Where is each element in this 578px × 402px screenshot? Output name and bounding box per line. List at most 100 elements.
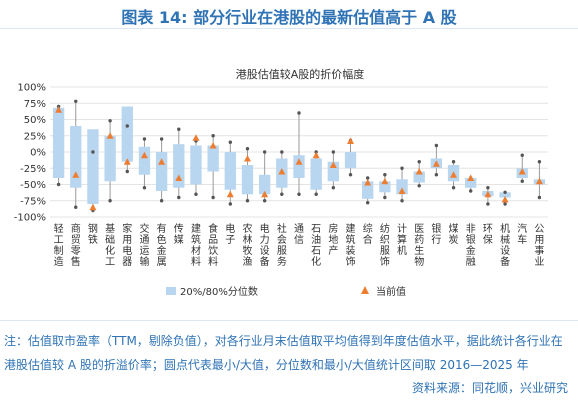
y-tick-label: -50%	[20, 180, 46, 191]
box-20-80	[413, 171, 425, 183]
y-tick-label: -25%	[20, 164, 46, 175]
max-dot	[159, 137, 164, 141]
max-dot	[417, 160, 421, 164]
box-20-80	[344, 152, 357, 169]
y-tick-label: -100%	[14, 213, 46, 224]
min-dot	[400, 199, 404, 203]
max-dot	[297, 111, 301, 115]
min-dot	[314, 192, 318, 196]
current-value-marker	[261, 190, 269, 198]
min-dot	[159, 199, 164, 203]
min-dot	[297, 192, 301, 196]
current-value-marker	[192, 134, 200, 141]
current-value-marker	[398, 187, 406, 194]
current-value-marker	[432, 160, 440, 167]
current-value-marker	[89, 203, 97, 211]
figure-title: 图表 14: 部分行业在港股的最新估值高于 A 股	[121, 8, 457, 27]
box-20-80	[207, 145, 219, 172]
x-tick-label: 传媒	[174, 223, 184, 246]
max-dot	[451, 160, 456, 164]
x-tick-label: 计算机	[397, 222, 407, 257]
box-20-80	[87, 129, 99, 204]
box-20-80	[310, 158, 322, 190]
max-dot	[125, 124, 129, 128]
x-tick-label: 房地产	[328, 222, 338, 257]
current-value-marker	[123, 158, 131, 165]
x-tick-label: 建筑装饰	[346, 222, 356, 268]
min-dot	[245, 199, 250, 203]
x-tick-label: 商贸零售	[71, 222, 81, 268]
min-dot	[142, 186, 147, 190]
note-line-2: 港股估值较 A 股的折溢价率；圆点代表最小/大值，分位数和最小/大值统计区间取 …	[4, 358, 529, 372]
legend-box-swatch	[166, 287, 176, 295]
note-line-1: 注：估值取市盈率（TTM，剔除负值），对各行业月末估值取平均值得到年度估值水平，…	[4, 334, 563, 348]
current-value-marker	[312, 151, 320, 159]
current-value-marker	[226, 190, 234, 198]
max-dot	[211, 134, 215, 138]
min-dot	[469, 189, 473, 193]
y-tick-label: -75%	[20, 196, 46, 207]
min-dot	[451, 186, 456, 190]
x-tick-label: 汽车	[517, 222, 527, 246]
max-dot	[520, 153, 524, 157]
x-tick-label: 社会服务	[277, 222, 287, 268]
x-tick-label: 交通运输	[139, 222, 149, 268]
box-20-80	[362, 181, 374, 199]
x-tick-label: 煤炭	[449, 222, 459, 246]
box-20-80	[70, 126, 82, 188]
box-20-80	[138, 146, 151, 175]
box-20-80	[327, 161, 340, 182]
max-dot	[91, 150, 95, 154]
y-tick-label: 50%	[24, 115, 46, 126]
x-axis-labels: 轻工制造商贸零售钢铁基础化工家用电器交通运输有色金属传媒建筑材料食品饮料电子农林…	[54, 222, 545, 268]
x-tick-label: 非银金融	[466, 223, 476, 268]
max-dot	[331, 150, 336, 154]
chart-title: 港股估值较A股的折价幅度	[236, 67, 365, 81]
current-value-marker	[518, 168, 526, 175]
min-dot	[520, 179, 524, 183]
x-tick-label: 银行	[431, 222, 441, 246]
y-tick-label: 75%	[24, 99, 46, 110]
current-value-marker	[72, 171, 80, 178]
chart-bottom-rule	[0, 320, 578, 321]
legend-box-label: 20%/80%分位数	[180, 285, 258, 298]
x-tick-label: 有色金属	[157, 222, 167, 268]
max-dot	[537, 160, 542, 164]
max-dot	[383, 173, 387, 177]
min-dot	[194, 192, 198, 196]
min-dot	[365, 201, 370, 205]
box-20-80	[258, 174, 271, 195]
legend-current-label: 当前值	[376, 285, 406, 298]
min-dot	[331, 186, 336, 190]
min-dot	[56, 182, 61, 187]
current-value-marker	[501, 195, 509, 203]
y-tick-label: 0%	[30, 148, 46, 159]
min-dot	[280, 192, 284, 196]
min-dot	[211, 195, 215, 200]
min-dot	[537, 195, 542, 200]
min-dot	[108, 199, 112, 203]
x-tick-label: 基础化工	[105, 222, 115, 268]
y-tick-label: 25%	[24, 131, 46, 142]
box-20-80	[190, 145, 202, 185]
x-tick-label: 食品饮料	[208, 222, 218, 268]
current-value-marker	[329, 161, 337, 168]
max-dot	[228, 140, 233, 144]
box-20-80	[104, 135, 116, 182]
max-dot	[262, 150, 267, 154]
max-dot	[400, 166, 404, 170]
max-dot	[177, 127, 181, 131]
x-tick-label: 电子	[225, 222, 235, 246]
box-20-80	[379, 181, 391, 193]
min-dot	[125, 169, 129, 174]
box-20-80	[293, 155, 305, 178]
min-dot	[177, 195, 181, 200]
min-dot	[74, 205, 78, 209]
source-text: 资料来源：同花顺，兴业研究	[411, 381, 568, 395]
x-tick-label: 家用电器	[122, 222, 132, 268]
box-20-80	[465, 178, 477, 188]
min-dot	[262, 199, 267, 203]
min-dot	[503, 202, 507, 206]
x-tick-label: 公用事业	[534, 224, 544, 268]
